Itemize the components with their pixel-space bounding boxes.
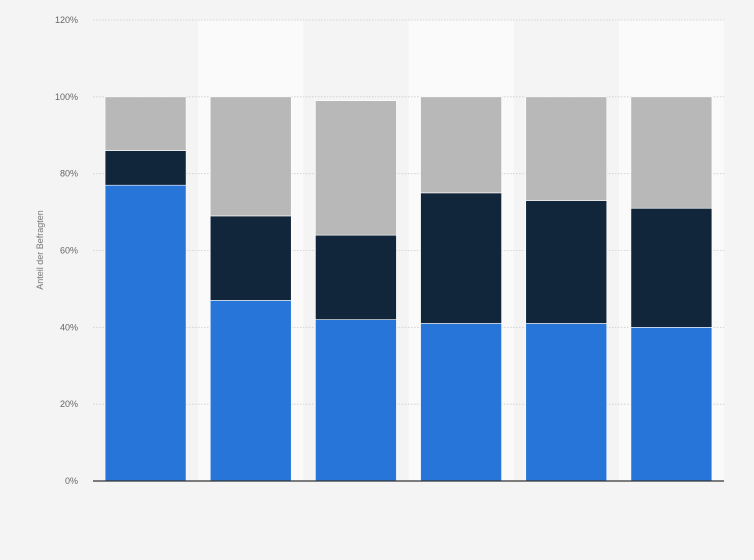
y-tick-label: 20% xyxy=(60,399,78,409)
bar-segment xyxy=(525,96,608,201)
y-tick-label: 100% xyxy=(55,92,78,102)
y-axis-tick-labels: 0% 20% 40% 60% 80% 100% 120% xyxy=(55,15,78,486)
bar-segment xyxy=(420,192,502,324)
bar-segment xyxy=(525,200,608,324)
y-tick-label: 0% xyxy=(65,476,78,486)
y-tick-label: 120% xyxy=(55,15,78,25)
y-tick-label: 40% xyxy=(60,322,78,332)
bar-segment xyxy=(630,96,713,209)
bar-segment xyxy=(315,100,397,236)
bar-segment xyxy=(630,207,713,328)
bar-segment xyxy=(104,150,187,186)
bars xyxy=(104,96,713,482)
y-tick-label: 60% xyxy=(60,246,78,256)
bar-segment xyxy=(525,323,608,482)
gridlines xyxy=(93,19,724,405)
bar-segment xyxy=(420,96,502,194)
bar-segment xyxy=(104,184,187,482)
bar-segment xyxy=(209,215,292,301)
bar-segment xyxy=(209,96,292,217)
y-tick-label: 80% xyxy=(60,169,78,179)
y-axis-title: Anteil der Befragten xyxy=(35,210,45,290)
bar-segment xyxy=(630,327,713,482)
bar-segment xyxy=(209,300,292,482)
bar-segment xyxy=(315,234,397,320)
bar-segment xyxy=(104,96,187,151)
bar-segment xyxy=(315,319,397,482)
bar-segment xyxy=(420,323,502,482)
